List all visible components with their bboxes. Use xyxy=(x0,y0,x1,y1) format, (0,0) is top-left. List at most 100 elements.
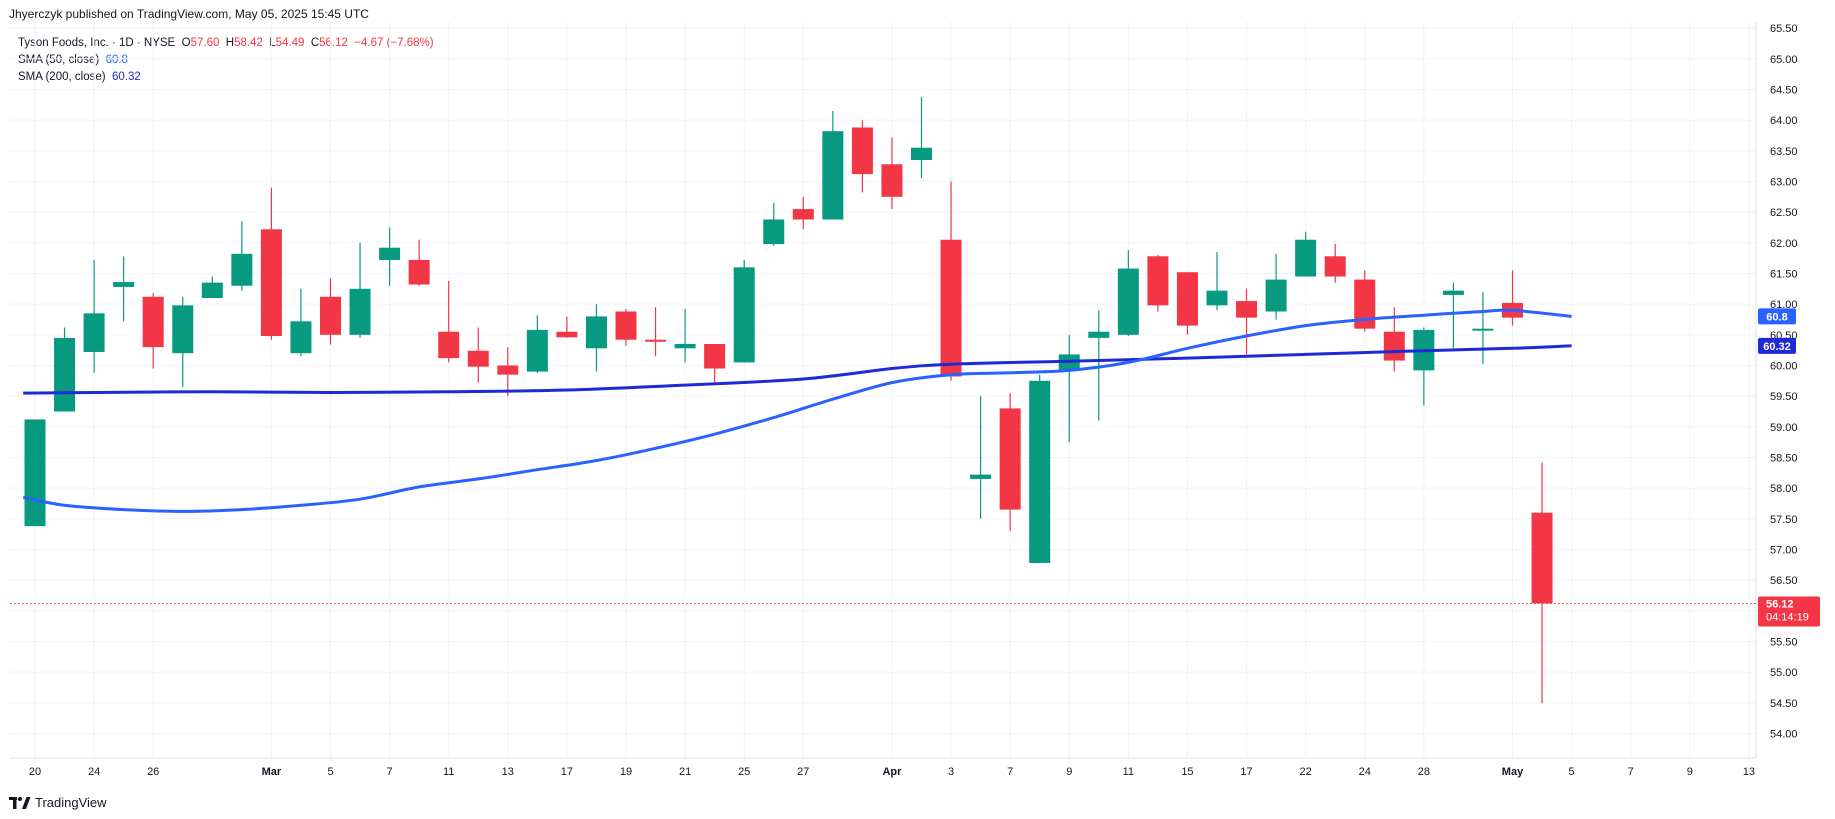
time-axis[interactable]: 20 24 26 Mar 5 7 11 13 17 19 21 25 27 Apr 3 7 9 11 15 17 22 2… xyxy=(29,766,1755,778)
candle-down xyxy=(940,181,962,381)
candle-up xyxy=(379,227,401,286)
candle-body xyxy=(201,282,223,298)
price-tick-label: 62.50 xyxy=(1770,207,1798,219)
legend-change: −4.67 (−7.68%) xyxy=(354,37,434,49)
candle-body xyxy=(674,344,696,349)
candle-body xyxy=(1472,328,1494,331)
candle-up xyxy=(911,96,932,179)
candle-body xyxy=(1147,256,1169,306)
candle-body xyxy=(142,296,164,348)
candle-up xyxy=(1472,291,1494,365)
legend-high-label: H xyxy=(225,37,235,49)
candle-body xyxy=(1324,256,1346,277)
price-tick-label: 57.50 xyxy=(1770,514,1798,526)
tradingview-footer[interactable]: TradingView xyxy=(9,795,107,810)
candle-up xyxy=(585,304,607,372)
candle-body xyxy=(231,253,253,286)
last-price-badge: 56.12 04:14:19 xyxy=(1758,596,1820,627)
price-tick-label: 59.00 xyxy=(1770,422,1798,434)
price-tick-label: 59.50 xyxy=(1770,391,1798,403)
candle-body xyxy=(645,339,667,342)
time-tick-label: 22 xyxy=(1300,766,1312,778)
candle-up xyxy=(83,259,105,373)
candle-body xyxy=(24,419,46,527)
chart-grid xyxy=(10,22,1756,758)
time-tick-label: 7 xyxy=(387,766,393,778)
candle-down xyxy=(556,316,578,338)
candle-up xyxy=(733,259,755,363)
candle-body xyxy=(822,131,844,220)
candle-up xyxy=(201,276,223,298)
candle-body xyxy=(320,296,341,335)
time-tick-label: 25 xyxy=(738,766,750,778)
candle-up xyxy=(1088,310,1110,421)
legend-sma50-label: SMA (50, close) xyxy=(18,54,100,66)
candle-body xyxy=(1029,380,1051,563)
price-tick-label: 55.50 xyxy=(1770,636,1798,648)
candle-down xyxy=(1147,255,1169,312)
candle-up xyxy=(970,396,992,519)
candle-body xyxy=(467,350,489,367)
candle-body xyxy=(970,474,992,479)
candle-body xyxy=(1117,268,1139,335)
candle-body xyxy=(290,321,312,354)
price-axis[interactable]: 54.0054.5055.0055.5056.0056.5057.0057.50… xyxy=(1770,23,1798,740)
candle-up xyxy=(1029,374,1051,563)
legend-sma50-row[interactable]: SMA (50, close) 60.8 xyxy=(18,52,434,69)
price-tick-label: 61.00 xyxy=(1770,299,1798,311)
time-tick-label: 28 xyxy=(1418,766,1430,778)
candle-body xyxy=(1176,272,1198,326)
legend-close-label: C xyxy=(310,37,320,49)
sma200-badge-text: 60.32 xyxy=(1763,341,1791,353)
candle-up xyxy=(1206,252,1228,311)
time-tick-label: 15 xyxy=(1181,766,1193,778)
candle-down xyxy=(1324,244,1346,283)
candle-body xyxy=(704,344,726,369)
candle-body xyxy=(526,329,548,372)
time-tick-label: 24 xyxy=(88,766,100,778)
candle-up xyxy=(526,315,548,373)
time-tick-label: Apr xyxy=(882,766,902,778)
legend-open-label: O xyxy=(181,37,191,49)
candle-body xyxy=(940,239,962,377)
candle-down xyxy=(881,137,903,210)
candle-down xyxy=(1531,462,1553,704)
candle-body xyxy=(408,259,430,285)
candle-up xyxy=(290,288,312,357)
candle-body xyxy=(1088,331,1110,338)
legend-symbol[interactable]: Tyson Foods, Inc. · 1D · NYSE xyxy=(18,37,176,49)
legend-sma200-row[interactable]: SMA (200, close) 60.32 xyxy=(18,69,434,86)
tradingview-brand: TradingView xyxy=(35,795,107,810)
candle-body xyxy=(83,313,105,352)
sma200-line xyxy=(23,344,1572,395)
candle-up xyxy=(1117,250,1139,337)
candle-down xyxy=(792,196,814,230)
price-tick-label: 54.50 xyxy=(1770,698,1798,710)
chart-legend: Tyson Foods, Inc. · 1D · NYSE O57.60 H58… xyxy=(18,35,434,86)
candle-down xyxy=(320,278,341,345)
candle-body xyxy=(1442,290,1464,295)
time-tick-label: 26 xyxy=(147,766,159,778)
time-tick-label: 9 xyxy=(1066,766,1072,778)
sma50-line xyxy=(22,308,1572,513)
candle-up xyxy=(24,419,46,527)
candle-body xyxy=(1206,290,1228,306)
legend-low-label: L xyxy=(269,37,276,49)
time-tick-label: 5 xyxy=(327,766,333,778)
candle-down xyxy=(408,239,430,286)
time-tick-label: 3 xyxy=(948,766,954,778)
time-tick-label: 27 xyxy=(797,766,809,778)
price-tick-label: 64.00 xyxy=(1770,115,1798,127)
candle-up xyxy=(1058,334,1080,443)
candle-body xyxy=(1383,331,1405,361)
candle-body xyxy=(1531,512,1553,604)
price-tick-label: 62.00 xyxy=(1770,238,1798,250)
candle-up xyxy=(1265,253,1287,320)
candle-body xyxy=(585,316,607,349)
price-tick-label: 65.50 xyxy=(1770,23,1798,35)
candle-body xyxy=(615,311,637,340)
candle-up xyxy=(674,309,696,363)
tradingview-logo-icon xyxy=(9,796,31,809)
price-tick-label: 60.00 xyxy=(1770,360,1798,372)
